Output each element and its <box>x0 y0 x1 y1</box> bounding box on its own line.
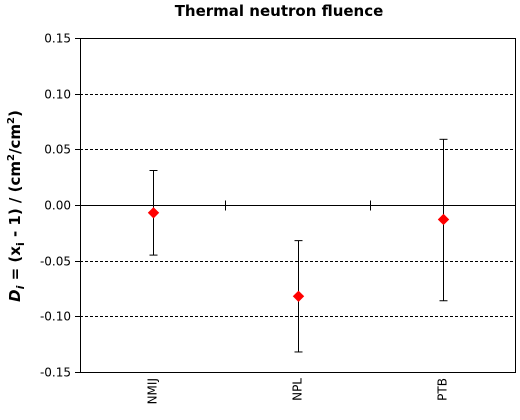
category-label-npl: NPL <box>291 378 305 401</box>
y-tick-label: -0.15 <box>40 366 71 380</box>
data-point-npl <box>292 290 305 303</box>
zero-line <box>80 200 515 211</box>
y-tick-label: 0.05 <box>44 143 71 157</box>
chart-title: Thermal neutron fluence <box>175 2 384 20</box>
category-label-ptb: PTB <box>436 378 450 401</box>
y-tick-label: 0.15 <box>44 32 71 46</box>
x-axis: NMIJ NPL PTB <box>146 378 450 405</box>
y-tick-label: -0.10 <box>40 310 71 324</box>
y-axis: 0.15 0.10 0.05 0.00 -0.05 -0.10 -0.15 <box>40 32 80 380</box>
error-bars <box>149 138 448 353</box>
y-tick-label: -0.05 <box>40 255 71 269</box>
category-label-nmij: NMIJ <box>146 378 160 404</box>
grid <box>80 94 515 317</box>
y-axis-label: Di = (xi - 1) / (cm2/cm2) <box>6 110 27 302</box>
data-point-nmij <box>147 207 160 219</box>
y-tick-label: 0.10 <box>44 88 71 102</box>
data-points <box>147 207 450 303</box>
y-tick-label: 0.00 <box>44 199 71 213</box>
data-point-ptb <box>437 213 450 226</box>
